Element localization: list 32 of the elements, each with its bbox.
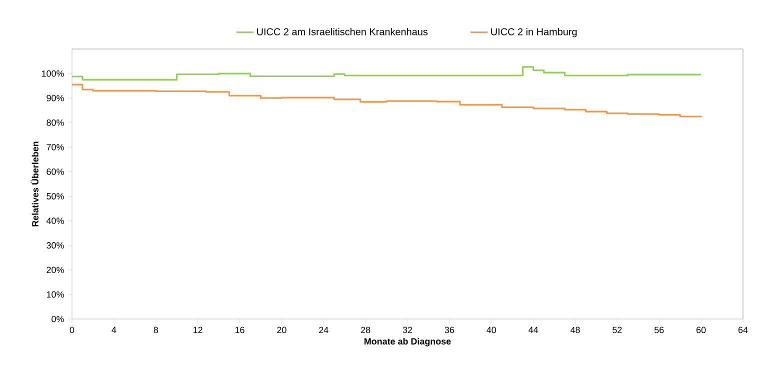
x-tick-label: 16	[235, 326, 244, 334]
x-tick-label: 28	[361, 326, 370, 334]
y-axis-title: Relatives Überleben	[30, 142, 38, 226]
x-tick-label: 52	[612, 326, 622, 334]
y-tick-label: 80%	[46, 119, 64, 126]
y-tick-label: 60%	[46, 168, 64, 175]
y-tick-label: 20%	[46, 266, 64, 274]
x-tick-label: 8	[154, 326, 158, 334]
x-tick-label: 4	[112, 326, 116, 333]
y-tick-label: 10%	[46, 291, 64, 298]
x-tick-label: 12	[194, 326, 202, 334]
y-tick-label: 90%	[46, 94, 64, 102]
y-tick-label: 100%	[42, 70, 64, 77]
x-tick-label: 20	[277, 326, 286, 334]
x-tick-label: 48	[570, 326, 580, 334]
y-tick-label: 40%	[46, 218, 64, 224]
y-tick-label: 50%	[46, 193, 64, 200]
x-tick-label: 0	[70, 326, 74, 334]
legend-label: UICC 2 in Hamburg	[491, 28, 577, 38]
x-tick-label: 44	[528, 326, 538, 333]
x-tick-label: 64	[738, 326, 748, 334]
y-tick-label: 70%	[46, 144, 64, 150]
x-tick-label: 24	[319, 326, 328, 334]
x-axis-title: Monate ab Diagnose	[364, 338, 451, 346]
y-tick-label: 30%	[46, 242, 64, 249]
x-tick-label: 36	[444, 326, 454, 334]
x-tick-label: 32	[402, 326, 412, 334]
x-tick-label: 56	[654, 326, 664, 334]
legend-label: UICC 2 am Israelitischen Krankenhaus	[257, 28, 428, 36]
x-tick-label: 60	[696, 326, 706, 334]
x-tick-label: 40	[486, 326, 496, 334]
y-tick-label: 0%	[52, 316, 64, 322]
